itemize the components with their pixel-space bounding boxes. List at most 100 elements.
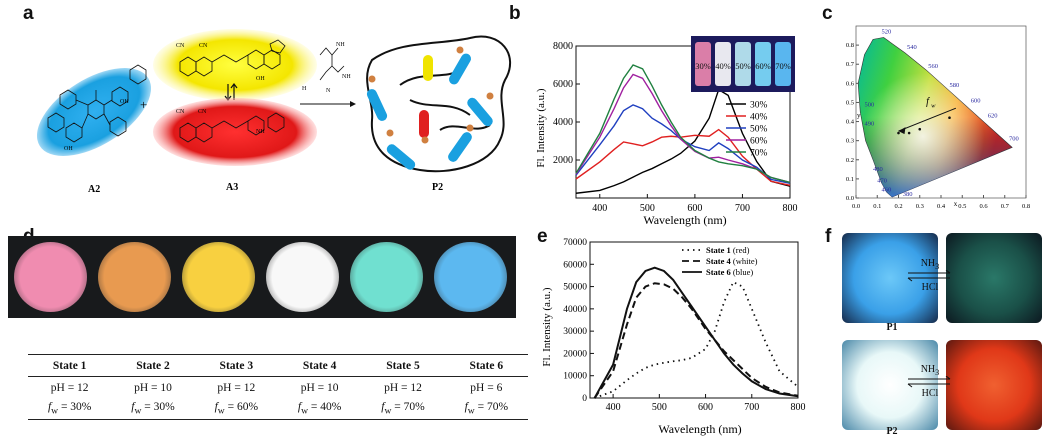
chart-b-inset-vial — [735, 42, 751, 86]
chart-c-xlabel: x — [954, 200, 958, 208]
chart-c-data-point — [897, 131, 900, 135]
a2-blob — [36, 68, 152, 156]
state-header: State 3 — [194, 354, 278, 377]
chart-c-xtick-label: 0.1 — [873, 203, 881, 210]
state-header: State 4 — [277, 354, 362, 377]
disc-state-3 — [182, 242, 255, 312]
chart-e-series-line — [593, 266, 799, 399]
chart-e-xtick-label: 800 — [791, 402, 806, 413]
disc-state-1 — [14, 242, 87, 312]
chart-b: 400 500 600 700 800 2000 4000 6000 8000 30% 40% 50%… — [535, 36, 798, 227]
states-ph-row: pH = 12 pH = 10 pH = 12 pH = 10 pH = 12 … — [28, 377, 528, 399]
chart-b-inset-label: 70% — [775, 61, 791, 71]
chart-e-plot: 400 500 600 700 800 0 10000 20000 30000 40000 5000… — [563, 238, 805, 413]
a3-yellow-blob — [153, 29, 317, 101]
chart-c-arrow — [898, 107, 957, 132]
chart-b-inset-label: 50% — [735, 61, 751, 71]
a2-oh-label-2: OH — [64, 146, 73, 152]
chart-c-ytick-label: 0.1 — [846, 176, 854, 183]
fw-cell: fw = 30% — [111, 398, 195, 420]
a3-cn-label: CN — [176, 43, 185, 49]
p2-network — [366, 35, 511, 173]
state-header: State 5 — [361, 354, 445, 377]
photo-p2-before — [842, 340, 938, 430]
state-header: State 2 — [111, 354, 195, 377]
chart-e-ytick-label: 30000 — [563, 327, 587, 337]
chart-e-legend-suffix: (blue) — [731, 267, 754, 277]
label-a2: A2 — [88, 184, 100, 195]
chart-c-locus-label: 580 — [950, 82, 960, 89]
a3-oh-label: OH — [256, 76, 265, 82]
panel-a-schematic: OH OH A2 + CN CN OH CN CN NH A3 NH NH H … — [36, 29, 511, 195]
reagent-nh3-2: NH3 — [920, 364, 940, 377]
chart-b-xtick-label: 400 — [592, 203, 607, 214]
disc-state-6 — [434, 242, 507, 312]
state-header: State 1 — [28, 354, 112, 377]
a2-structure — [47, 64, 147, 143]
chart-b-inset-vial — [755, 42, 771, 86]
chart-c-annotation: f — [926, 96, 930, 107]
label-a3: A3 — [226, 182, 238, 193]
chart-c-xtick-label: 0.0 — [852, 203, 860, 210]
chart-b-inset-label: 40% — [715, 61, 731, 71]
amine-crosslinker — [319, 47, 345, 81]
photo-p1-after — [946, 233, 1042, 323]
chart-c-locus-label: 540 — [907, 44, 917, 51]
chart-b-legend-label: 40% — [750, 113, 768, 123]
chart-b-inset-vial — [715, 42, 731, 86]
chart-c-ytick-label: 0.6 — [846, 80, 855, 87]
ph-cell: pH = 6 — [470, 381, 503, 394]
chart-e-ytick-label: 10000 — [563, 372, 587, 382]
chart-e-legend-label: State 1 (red) — [706, 245, 750, 255]
equilibrium-arrow-2 — [907, 376, 951, 388]
chart-c-xtick-label: 0.3 — [916, 203, 924, 210]
panel-letter-a: a — [23, 3, 34, 24]
panel-letter-b: b — [509, 3, 521, 24]
chart-e-legend-label: State 4 (white) — [706, 256, 758, 266]
state-header: State 6 — [444, 354, 528, 377]
caption-p2: P2 — [886, 426, 898, 437]
chart-e-frame — [589, 241, 799, 399]
equilibrium-arrow-1 — [907, 270, 951, 282]
reagent-nh3-1: NH3 — [920, 258, 940, 271]
chart-c-xtick-label: 0.7 — [1001, 203, 1010, 210]
chart-b-ylabel: Fl. Intensity (a.u.) — [535, 88, 547, 167]
chart-e-xtick-label: 700 — [744, 402, 759, 413]
chart-c-locus-label: 620 — [988, 113, 998, 120]
chart-b-legend-label: 70% — [750, 149, 768, 159]
chart-c-ytick-label: 0.7 — [846, 61, 855, 68]
a3-red-blob — [153, 98, 317, 166]
amine-n: N — [326, 88, 331, 94]
chart-c-plot: 0.0 0.1 0.2 0.3 0.4 0.5 0.6 0.7 0.8 0.0 0.1 0.2 0.3 0… — [846, 25, 1030, 210]
states-table: State 1 State 2 State 3 State 4 State 5 … — [28, 354, 528, 420]
a2-oh-label: OH — [120, 99, 129, 105]
a3-red-nh-label: NH — [256, 129, 265, 135]
chart-c-xtick-label: 0.4 — [937, 203, 946, 210]
chart-e-series-line — [593, 282, 799, 399]
chart-c-annotation-sub: w — [931, 102, 936, 109]
photo-p2-after — [946, 340, 1042, 430]
chart-c-ytick-label: 0.8 — [846, 42, 854, 49]
chart-c-data-point — [907, 131, 911, 135]
ph-cell: pH = 10 — [134, 381, 172, 394]
chart-b-series-line — [575, 88, 791, 194]
chart-c-ytick-label: 0.2 — [846, 157, 854, 164]
chart-b-series-line — [575, 64, 791, 184]
chart-e-xtick-label: 500 — [652, 402, 667, 413]
chart-c-locus-label: 470 — [877, 178, 887, 185]
chart-e-ytick-label: 0 — [582, 394, 587, 404]
fw-cell: fw = 70% — [444, 398, 528, 420]
chart-e-ytick-label: 40000 — [563, 305, 587, 315]
chart-e-xtick-label: 600 — [698, 402, 713, 413]
chart-b-ytick-label: 8000 — [553, 41, 573, 52]
chart-b-inset-vial — [775, 42, 791, 86]
chart-e-legend-label: State 6 (blue) — [706, 267, 753, 277]
chart-c-xtick-label: 0.5 — [958, 203, 966, 210]
chart-b-legend-label: 50% — [750, 125, 768, 135]
chart-c-ylabel: y — [857, 112, 861, 120]
chart-c-locus-label: 520 — [882, 29, 892, 36]
panel-d-photo-strip — [8, 236, 516, 318]
fw-cell: fw = 30% — [28, 398, 112, 420]
chart-c-locus-label: 380 — [903, 191, 913, 198]
chart-e-xtick-label: 400 — [606, 402, 621, 413]
